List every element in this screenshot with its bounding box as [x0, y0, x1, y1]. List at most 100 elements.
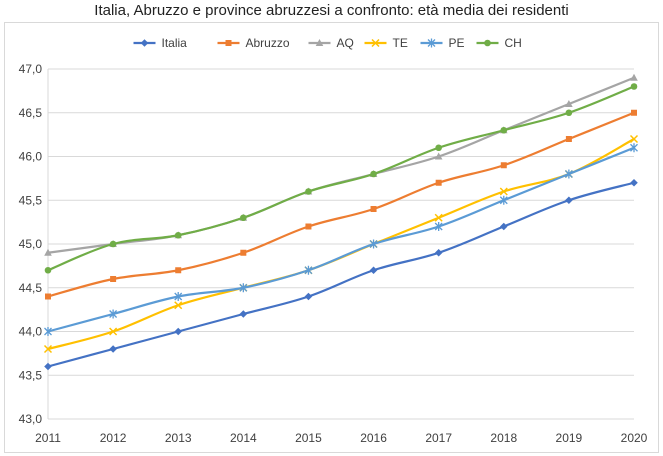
data-point-abruzzo: [370, 206, 377, 212]
series-line-abruzzo: [46, 111, 636, 298]
x-tick-label: 2016: [360, 431, 387, 445]
y-axis: 43,0 43,5 44,0 44,5 45,0 45,5 46,0 46,5 47,0: [19, 62, 43, 426]
data-point-abruzzo: [631, 109, 637, 116]
x-tick-label: 2019: [556, 431, 583, 445]
y-tick-label: 45,5: [19, 193, 43, 207]
legend-marker-italia: [140, 39, 149, 47]
chart-title: Italia, Abruzzo e province abruzzesi a c…: [94, 2, 569, 19]
legend-label-italia: Italia: [162, 36, 188, 50]
legend-label-aq: AQ: [337, 36, 354, 50]
series-italia: [44, 178, 638, 371]
series-group: [43, 73, 639, 371]
data-point-italia: [174, 327, 183, 336]
data-point-ch: [435, 144, 442, 152]
data-point-italia: [109, 345, 117, 353]
data-point-ch: [500, 126, 508, 134]
data-point-te: [109, 327, 118, 336]
data-point-pe: [304, 265, 313, 275]
series-aq: [44, 73, 638, 256]
data-point-te: [629, 134, 639, 144]
y-tick-label: 46,0: [19, 150, 43, 164]
y-tick-label: 45,0: [19, 237, 43, 251]
data-point-ch: [630, 83, 638, 90]
x-tick-label: 2018: [490, 431, 517, 445]
x-tick-label: 2014: [230, 431, 257, 445]
series-line-ch: [46, 85, 636, 272]
legend-label-te: TE: [393, 36, 408, 50]
gridlines: [47, 68, 634, 420]
data-point-ch: [109, 240, 117, 248]
legend-item-italia: Italia: [133, 36, 188, 50]
data-point-abruzzo: [500, 162, 507, 169]
data-point-ch: [565, 109, 573, 117]
data-point-abruzzo: [45, 293, 51, 300]
legend-marker-pe: [427, 38, 436, 48]
data-point-abruzzo: [240, 249, 247, 256]
legend-item-aq: AQ: [308, 36, 354, 50]
data-point-abruzzo: [435, 179, 442, 186]
data-point-te: [43, 344, 53, 354]
data-point-italia: [630, 178, 638, 187]
data-point-italia: [565, 196, 573, 205]
data-point-aq: [434, 152, 443, 160]
series-pe: [44, 143, 638, 336]
legend-item-pe: PE: [420, 36, 465, 50]
legend-item-te: TE: [364, 36, 408, 50]
series-ch: [44, 83, 638, 274]
series-abruzzo: [45, 109, 637, 300]
data-point-abruzzo: [110, 276, 117, 282]
legend: Italia Abruzzo AQ TE PE CH: [133, 36, 522, 50]
data-point-italia: [369, 266, 378, 275]
legend-label-abruzzo: Abruzzo: [246, 36, 290, 50]
data-point-pe: [499, 195, 508, 205]
series-line-aq: [46, 76, 636, 254]
series-line-pe: [46, 146, 636, 333]
y-tick-label: 46,5: [19, 106, 43, 120]
data-point-abruzzo: [305, 223, 312, 230]
y-tick-label: 43,5: [19, 368, 43, 382]
data-point-aq: [565, 100, 573, 107]
data-point-abruzzo: [565, 136, 572, 142]
x-axis: 2011 2012 2013 2014 2015 2016 2017 2018 2019 2020: [35, 431, 648, 445]
data-point-ch: [370, 170, 377, 178]
data-point-te: [434, 213, 443, 222]
data-point-italia: [239, 310, 248, 318]
x-tick-label: 2015: [295, 431, 322, 445]
data-point-pe: [434, 222, 443, 231]
x-tick-label: 2012: [100, 431, 127, 445]
data-point-te: [499, 187, 508, 196]
legend-label-pe: PE: [449, 36, 465, 50]
data-point-italia: [44, 362, 52, 371]
legend-marker-aq: [315, 39, 324, 46]
data-point-aq: [44, 248, 52, 256]
plot-frame: [4, 22, 659, 453]
legend-marker-abruzzo: [225, 40, 232, 46]
data-point-italia: [434, 248, 443, 257]
data-point-pe: [564, 169, 573, 179]
y-tick-label: 43,0: [19, 412, 43, 426]
data-point-pe: [174, 292, 183, 301]
x-tick-label: 2011: [35, 431, 61, 445]
y-tick-label: 44,5: [19, 281, 43, 295]
y-tick-label: 44,0: [19, 325, 43, 339]
data-point-ch: [305, 188, 312, 195]
x-tick-label: 2017: [425, 431, 452, 445]
data-point-ch: [44, 266, 52, 274]
legend-label-ch: CH: [505, 36, 522, 50]
data-point-te: [174, 301, 183, 310]
series-line-italia: [46, 181, 636, 368]
legend-marker-te: [371, 38, 380, 48]
x-tick-label: 2013: [165, 431, 192, 445]
legend-marker-ch: [484, 39, 491, 47]
data-point-abruzzo: [175, 267, 182, 274]
data-point-pe: [44, 327, 52, 336]
data-point-pe: [109, 309, 118, 319]
legend-item-abruzzo: Abruzzo: [217, 36, 290, 50]
data-point-pe: [239, 283, 248, 293]
data-point-italia: [304, 292, 313, 301]
data-point-italia: [499, 222, 508, 231]
legend-item-ch: CH: [476, 36, 522, 50]
data-point-ch: [240, 214, 247, 222]
